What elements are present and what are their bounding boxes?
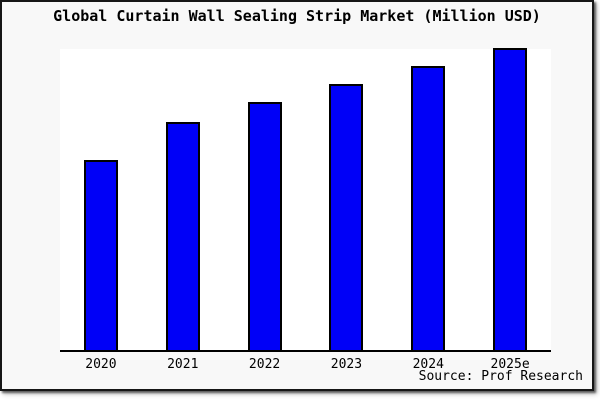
plot-area	[60, 48, 551, 352]
source-label: Source: Prof Research	[418, 369, 583, 384]
x-tick-label-2020: 2020	[85, 357, 117, 372]
x-tick-label-2024: 2024	[412, 357, 444, 372]
bar-2024	[411, 66, 446, 350]
chart-frame: Global Curtain Wall Sealing Strip Market…	[0, 0, 594, 391]
bar-2020	[83, 160, 118, 350]
bar-2023	[329, 84, 364, 350]
x-tick-label-2023: 2023	[330, 357, 363, 372]
x-tick-label-2022: 2022	[248, 357, 281, 372]
bar-2022	[247, 102, 282, 350]
x-tick-label-2021: 2021	[167, 357, 199, 372]
bar-2021	[165, 122, 200, 350]
bar-2025e	[493, 48, 528, 350]
chart-title: Global Curtain Wall Sealing Strip Market…	[53, 7, 541, 25]
x-tick-label-2025e: 2025e	[490, 357, 530, 372]
